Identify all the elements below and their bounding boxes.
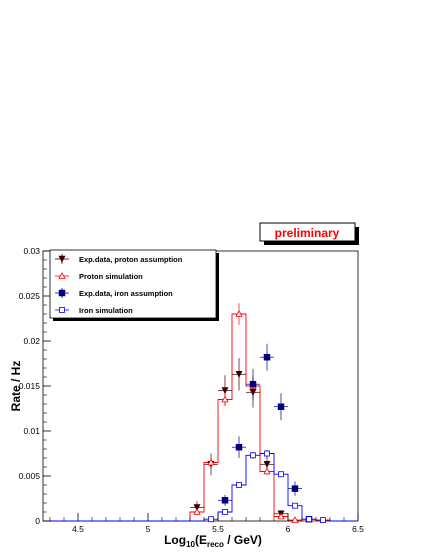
legend-marker — [58, 272, 66, 279]
exp-data-proton-assumption-marker — [221, 387, 229, 395]
exp-data-iron-assumption-point — [260, 343, 274, 371]
y-tick-label: 0.03 — [23, 246, 40, 256]
iron-simulation-marker — [208, 516, 214, 523]
iron-simulation-point — [208, 516, 214, 523]
iron-simulation-marker — [292, 502, 298, 509]
legend-label: Iron simulation — [79, 306, 133, 315]
y-tick-label: 0.02 — [23, 336, 40, 346]
exp-data-iron-assumption-marker — [263, 353, 271, 361]
proton-simulation-marker — [291, 516, 299, 523]
y-tick-label: 0.01 — [23, 426, 40, 436]
iron-simulation-marker — [222, 509, 228, 515]
proton-simulation-marker — [221, 395, 229, 403]
proton-simulation-marker — [193, 508, 201, 515]
exp-data-proton-assumption-marker — [263, 461, 271, 468]
iron-simulation-point — [250, 451, 256, 459]
legend-marker — [59, 307, 65, 313]
iron-simulation-marker — [320, 517, 326, 523]
exp-data-iron-assumption-marker — [249, 380, 257, 388]
proton-simulation-point — [291, 516, 299, 523]
proton-simulation-point — [235, 303, 243, 325]
iron-simulation-point — [292, 502, 298, 509]
iron-simulation-point — [264, 449, 270, 458]
exp-data-iron-assumption-point — [218, 494, 232, 506]
proton-simulation-point — [263, 467, 271, 476]
exp-data-iron-assumption-point — [232, 436, 246, 458]
y-axis-title: Rate / Hz — [9, 361, 23, 412]
iron-simulation-point — [320, 517, 326, 523]
iron-simulation-point — [278, 471, 284, 478]
exp-data-proton-assumption-marker — [193, 504, 201, 512]
legend-entry-exp-data-iron-assumption: Exp.data, iron assumption — [55, 288, 173, 298]
axes: 4.5 5 5.5 6 6.5 0 0.005 0.01 0.015 0.02 0.025 0.03 — [19, 246, 364, 534]
x-tick-label: 5 — [146, 524, 151, 534]
proton-simulation-marker — [235, 310, 243, 317]
proton-simulation-marker — [277, 512, 285, 520]
proton-simulation-marker — [207, 458, 215, 466]
iron-simulation-marker — [250, 452, 256, 459]
svg-text:preliminary: preliminary — [275, 226, 340, 240]
x-tick-label: 5.5 — [212, 524, 224, 534]
iron-simulation-marker — [264, 450, 270, 457]
x-tick-label: 4.5 — [72, 524, 84, 534]
legend-marker — [58, 255, 66, 263]
proton-simulation-point — [193, 508, 201, 515]
preliminary-stamp: preliminary — [259, 222, 359, 245]
exp-data-iron-assumption-marker — [221, 497, 229, 504]
legend: Exp.data, proton assumption Proton simula… — [49, 249, 219, 321]
exp-data-iron-assumption-marker — [235, 443, 243, 451]
exp-data-iron-assumption-point — [274, 393, 288, 421]
y-tick-label: 0 — [35, 516, 40, 526]
y-tick-label: 0.015 — [19, 381, 41, 391]
proton-simulation-marker — [263, 467, 271, 475]
iron-simulation-point — [236, 482, 242, 488]
x-axis-title: Log10(Ereco / GeV) — [164, 533, 262, 549]
iron-simulation-marker — [278, 471, 284, 478]
legend-entry-proton-simulation: Proton simulation — [55, 272, 143, 281]
y-tick-label: 0.005 — [19, 471, 41, 481]
iron-simulation-marker — [236, 482, 242, 488]
exp-data-iron-assumption-point — [288, 481, 302, 496]
legend-label: Exp.data, iron assumption — [79, 289, 173, 298]
exp-data-iron-assumption-marker — [277, 403, 285, 410]
exp-data-proton-assumption-point — [232, 358, 246, 391]
legend-label: Exp.data, proton assumption — [79, 255, 183, 264]
exp-data-proton-assumption-marker — [235, 371, 243, 378]
iron-simulation-point — [222, 509, 228, 515]
legend-entry-exp-data-proton-assumption: Exp.data, proton assumption — [55, 254, 183, 264]
exp-data-iron-assumption-point — [246, 368, 260, 400]
x-tick-label: 6.5 — [352, 524, 364, 534]
proton-simulation-point — [207, 458, 215, 467]
exp-data-iron-assumption-marker — [291, 485, 299, 492]
proton-simulation-point — [221, 393, 229, 406]
legend-marker — [58, 289, 66, 297]
iron-simulation-point — [306, 516, 312, 523]
y-tick-label: 0.025 — [19, 291, 41, 301]
proton-simulation-point — [277, 512, 285, 520]
legend-label: Proton simulation — [79, 272, 143, 281]
legend-box — [49, 249, 217, 319]
legend-entry-iron-simulation: Iron simulation — [55, 306, 133, 315]
x-tick-label: 6 — [286, 524, 291, 534]
markers — [190, 303, 326, 523]
iron-simulation-marker — [306, 516, 312, 523]
